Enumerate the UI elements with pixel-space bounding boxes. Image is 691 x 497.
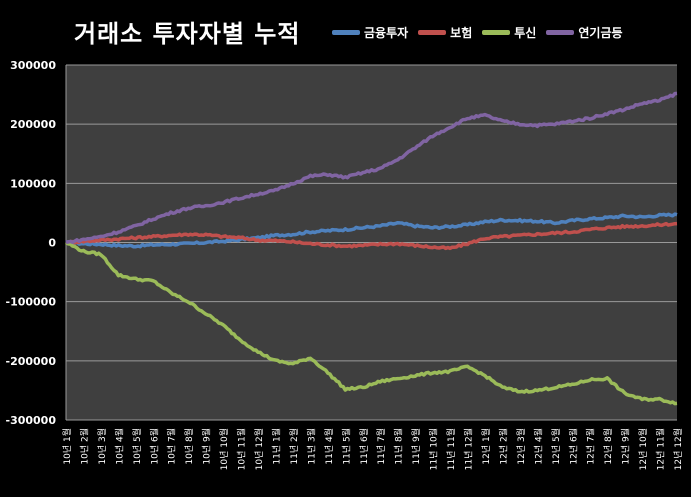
y-tick-label: -100000 <box>6 296 57 309</box>
y-tick-label: 100000 <box>10 177 56 190</box>
y-tick-label: 0 <box>48 237 56 250</box>
legend-swatch <box>482 29 511 35</box>
legend-item: 금융투자 <box>332 24 408 41</box>
x-tick-label: 11년 7월 <box>375 428 387 465</box>
y-tick-label: 200000 <box>10 118 56 131</box>
x-tick-label: 11년 4월 <box>323 428 335 465</box>
legend-label: 금융투자 <box>364 25 409 40</box>
x-tick-label: 10년 6월 <box>148 428 160 465</box>
legend-swatch <box>546 29 575 35</box>
x-tick-label: 12년 10월 <box>637 428 649 470</box>
x-tick-label: 12년 4월 <box>532 428 544 465</box>
legend-swatch <box>332 29 360 35</box>
x-tick-label: 10년 11월 <box>236 428 248 470</box>
legend-swatch <box>418 29 447 35</box>
x-tick-label: 10년 2월 <box>78 428 90 465</box>
x-tick-label: 11년 2월 <box>288 428 300 465</box>
x-tick-label: 12년 2월 <box>497 428 509 465</box>
x-tick-label: 12년 5월 <box>550 428 562 465</box>
legend-label: 투신 <box>514 25 537 40</box>
x-tick-label: 10년 4월 <box>113 428 125 465</box>
y-tick-label: -200000 <box>6 355 57 368</box>
chart-legend: 금융투자 보험 투신 연기금등 <box>332 22 633 42</box>
legend-item: 연기금등 <box>546 24 623 41</box>
x-tick-label: 10년 1월 <box>61 428 73 465</box>
y-tick-label: -300000 <box>6 414 57 427</box>
y-tick-label: 300000 <box>10 59 56 72</box>
x-tick-label: 10년 7월 <box>166 428 178 465</box>
legend-item: 투신 <box>482 24 536 41</box>
series-line <box>65 221 678 251</box>
x-tick-label: 12년 3월 <box>515 428 527 465</box>
x-tick-label: 12년 8월 <box>602 428 614 465</box>
x-tick-label: 11년 6월 <box>358 428 370 465</box>
x-tick-label: 11년 11월 <box>445 428 457 470</box>
x-tick-label: 11년 8월 <box>393 428 405 465</box>
legend-item: 보험 <box>418 24 472 41</box>
series-line <box>65 241 678 406</box>
x-tick-label: 10년 5월 <box>131 428 143 465</box>
legend-label: 보험 <box>450 25 473 40</box>
x-tick-label: 11년 1월 <box>270 428 282 465</box>
legend-label: 연기금등 <box>578 25 623 40</box>
x-tick-label: 10년 9월 <box>201 428 213 465</box>
x-tick-label: 10년 3월 <box>96 428 108 465</box>
series-line <box>65 91 678 245</box>
x-tick-label: 12년 11월 <box>655 428 667 470</box>
x-tick-label: 12년 6월 <box>567 428 579 465</box>
x-tick-label: 12년 12월 <box>672 428 684 470</box>
x-tick-label: 12년 1월 <box>480 428 492 465</box>
x-tick-label: 12년 7월 <box>585 428 597 465</box>
x-tick-label: 10년 8월 <box>183 428 195 465</box>
series-line <box>65 212 678 249</box>
x-tick-label: 10년 10월 <box>218 428 230 470</box>
x-tick-label: 11년 9월 <box>410 428 422 465</box>
x-tick-label: 11년 5월 <box>340 428 352 465</box>
chart-title: 거래소 투자자별 누적 <box>74 20 301 48</box>
x-tick-label: 11년 12월 <box>463 428 475 470</box>
x-tick-label: 12년 9월 <box>620 428 632 465</box>
x-tick-label: 11년 3월 <box>305 428 317 465</box>
x-tick-label: 11년 10월 <box>428 428 440 470</box>
x-tick-label: 10년 12월 <box>253 428 265 470</box>
